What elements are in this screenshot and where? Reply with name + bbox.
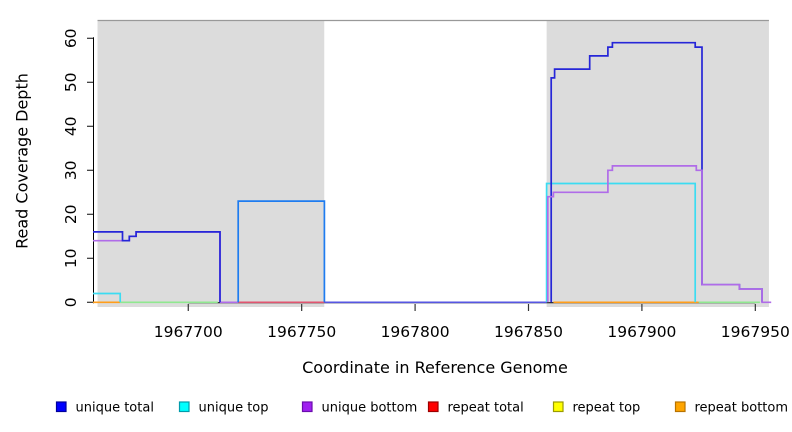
legend-item-unique-top: unique top [178,401,269,416]
background-regions [97,20,769,307]
series-unique-total-left [93,231,221,303]
y-tick-label: 20 [62,204,80,224]
legend-label: repeat top [573,401,641,416]
legend-item-repeat-top: repeat top [552,401,641,416]
legend-label: unique top [199,401,269,416]
x-tick-label: 1967950 [721,323,790,341]
legend-swatch [178,401,190,413]
series-unique-total-box [237,200,326,303]
legend-item-unique-bottom: unique bottom [301,401,418,416]
legend-swatch [301,401,313,413]
legend: unique total unique top unique bottom repea… [55,401,789,416]
x-axis-title: Coordinate in Reference Genome [302,358,568,377]
legend-label: unique bottom [322,401,418,416]
x-tick-label: 1967750 [267,323,336,341]
tick-marks: 1967700 1967750 1967800 1967850 1967900 19679… [62,28,790,341]
middle-white-gap [324,20,547,307]
series-lines [93,41,772,304]
x-tick-label: 1967900 [607,323,676,341]
y-tick-label: 30 [62,160,80,180]
legend-swatch [427,401,439,413]
legend-item-repeat-total: repeat total [427,401,524,416]
y-tick-label: 0 [62,297,80,307]
y-tick-label: 60 [62,28,80,48]
y-axis-title: Read Coverage Depth [12,73,32,249]
legend-item-repeat-bottom: repeat bottom [674,401,789,416]
series-unique-top-right [545,182,697,303]
y-tick-label: 40 [62,116,80,136]
series-unique-bottom-right [546,165,772,304]
legend-label: repeat bottom [695,401,789,416]
x-tick-label: 1967800 [381,323,450,341]
legend-swatch [674,401,686,413]
y-tick-label: 10 [62,248,80,268]
left-shaded-region [97,20,325,307]
x-tick-label: 1967700 [154,323,223,341]
legend-swatch [552,401,564,413]
right-shaded-region [546,20,769,307]
x-tick-label: 1967850 [494,323,563,341]
series-unique-top-left [93,292,122,303]
legend-swatch [55,401,67,413]
legend-label: unique total [76,401,154,416]
legend-label: repeat total [448,401,524,416]
legend-item-unique-total: unique total [55,401,154,416]
y-tick-label: 50 [62,72,80,92]
